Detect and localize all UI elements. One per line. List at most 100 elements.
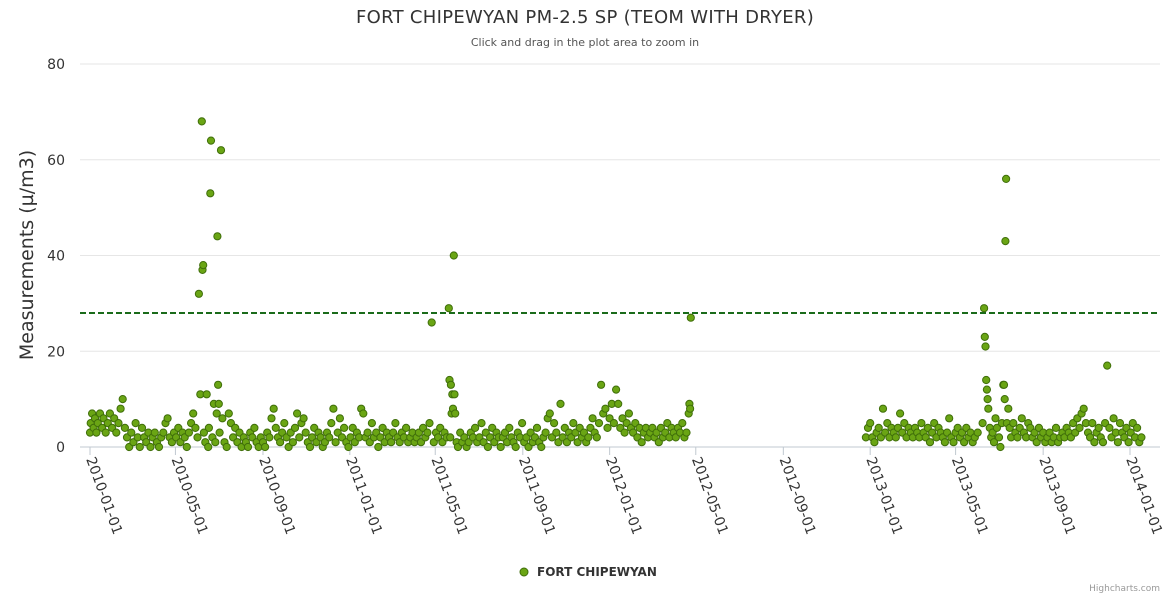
data-point[interactable] bbox=[374, 442, 383, 452]
data-point[interactable] bbox=[1137, 433, 1146, 442]
data-point[interactable] bbox=[335, 414, 344, 423]
data-point[interactable] bbox=[331, 438, 340, 447]
data-point[interactable] bbox=[1000, 395, 1009, 404]
data-point[interactable] bbox=[202, 390, 211, 399]
data-point[interactable] bbox=[224, 409, 233, 418]
data-point[interactable] bbox=[213, 232, 222, 241]
data-point[interactable] bbox=[135, 442, 144, 452]
data-point[interactable] bbox=[261, 442, 270, 452]
data-point[interactable] bbox=[980, 304, 989, 313]
data-point[interactable] bbox=[216, 146, 226, 155]
data-point[interactable] bbox=[1009, 419, 1018, 428]
data-point[interactable] bbox=[191, 423, 200, 432]
data-point[interactable] bbox=[949, 438, 958, 447]
data-point[interactable] bbox=[446, 380, 455, 389]
data-point[interactable] bbox=[243, 442, 253, 452]
data-point[interactable] bbox=[477, 419, 486, 428]
data-point[interactable] bbox=[305, 442, 315, 452]
data-point[interactable] bbox=[293, 409, 302, 418]
data-point[interactable] bbox=[150, 428, 159, 437]
data-point[interactable] bbox=[550, 419, 559, 428]
data-point[interactable] bbox=[1098, 438, 1108, 447]
data-point[interactable] bbox=[1133, 423, 1142, 432]
data-point[interactable] bbox=[980, 332, 989, 341]
data-point[interactable] bbox=[154, 442, 164, 452]
data-point[interactable] bbox=[290, 423, 300, 432]
data-point[interactable] bbox=[588, 414, 597, 423]
data-point[interactable] bbox=[1124, 438, 1133, 447]
data-point[interactable] bbox=[1051, 423, 1061, 432]
data-point[interactable] bbox=[866, 419, 875, 428]
data-point[interactable] bbox=[199, 428, 208, 437]
data-point[interactable] bbox=[552, 428, 561, 437]
data-point[interactable] bbox=[1103, 361, 1112, 370]
data-point[interactable] bbox=[1002, 174, 1011, 183]
data-point[interactable] bbox=[194, 289, 203, 298]
data-point[interactable] bbox=[340, 423, 349, 432]
data-point[interactable] bbox=[1090, 438, 1099, 447]
data-point[interactable] bbox=[325, 433, 334, 442]
data-point[interactable] bbox=[391, 419, 400, 428]
data-point[interactable] bbox=[556, 399, 565, 408]
data-point[interactable] bbox=[218, 414, 227, 423]
data-point[interactable] bbox=[603, 423, 612, 432]
data-point[interactable] bbox=[518, 419, 527, 428]
data-point[interactable] bbox=[131, 419, 140, 428]
data-point[interactable] bbox=[973, 428, 982, 437]
data-point[interactable] bbox=[545, 409, 554, 418]
data-point[interactable] bbox=[189, 409, 198, 418]
data-point[interactable] bbox=[159, 428, 168, 437]
data-point[interactable] bbox=[983, 395, 992, 404]
data-point[interactable] bbox=[686, 313, 695, 322]
data-point[interactable] bbox=[212, 409, 221, 418]
data-point[interactable] bbox=[541, 428, 550, 437]
data-point[interactable] bbox=[295, 433, 304, 442]
data-point[interactable] bbox=[112, 428, 121, 437]
data-point[interactable] bbox=[678, 419, 687, 428]
data-point[interactable] bbox=[917, 419, 926, 428]
data-point[interactable] bbox=[450, 390, 459, 399]
data-point[interactable] bbox=[592, 433, 601, 442]
data-point[interactable] bbox=[265, 433, 274, 442]
data-point[interactable] bbox=[1075, 423, 1084, 432]
data-point[interactable] bbox=[327, 419, 336, 428]
data-point[interactable] bbox=[163, 414, 172, 423]
data-point[interactable] bbox=[1001, 237, 1010, 246]
data-point[interactable] bbox=[471, 423, 480, 432]
data-point[interactable] bbox=[299, 414, 308, 423]
legend[interactable]: FORT CHIPEWYAN bbox=[519, 565, 657, 579]
data-point[interactable] bbox=[982, 385, 992, 394]
data-point[interactable] bbox=[891, 433, 900, 442]
data-point[interactable] bbox=[584, 433, 593, 442]
data-point[interactable] bbox=[996, 442, 1005, 452]
data-point[interactable] bbox=[637, 438, 646, 447]
data-point[interactable] bbox=[184, 428, 193, 437]
data-point[interactable] bbox=[594, 419, 604, 428]
data-point[interactable] bbox=[1115, 419, 1125, 428]
data-point[interactable] bbox=[982, 375, 991, 385]
data-point[interactable] bbox=[1017, 414, 1026, 423]
data-point[interactable] bbox=[874, 423, 883, 432]
data-point[interactable] bbox=[197, 117, 206, 126]
data-point[interactable] bbox=[211, 438, 220, 447]
data-points[interactable] bbox=[85, 117, 1146, 452]
data-point[interactable] bbox=[483, 442, 492, 452]
data-point[interactable] bbox=[992, 423, 1002, 432]
data-point[interactable] bbox=[146, 442, 155, 452]
data-point[interactable] bbox=[276, 438, 285, 447]
data-point[interactable] bbox=[280, 419, 289, 428]
data-point[interactable] bbox=[1094, 423, 1103, 432]
data-point[interactable] bbox=[991, 414, 1000, 423]
data-point[interactable] bbox=[989, 438, 999, 447]
data-point[interactable] bbox=[271, 423, 280, 432]
data-point[interactable] bbox=[994, 433, 1004, 442]
data-point[interactable] bbox=[363, 428, 372, 437]
data-point[interactable] bbox=[569, 419, 578, 428]
data-point[interactable] bbox=[1079, 404, 1088, 413]
data-point[interactable] bbox=[116, 404, 125, 413]
data-point[interactable] bbox=[511, 442, 520, 452]
data-point[interactable] bbox=[686, 404, 695, 413]
data-point[interactable] bbox=[204, 442, 213, 452]
data-point[interactable] bbox=[1013, 433, 1022, 442]
